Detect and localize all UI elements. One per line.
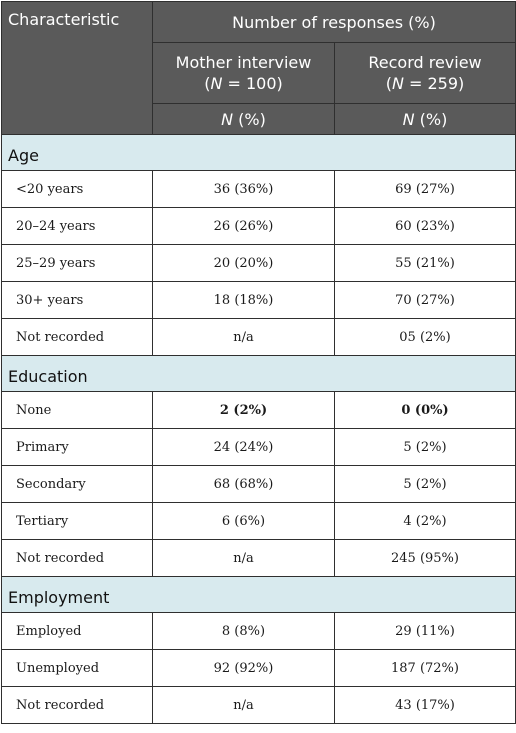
record-value: 0 (0%): [334, 391, 516, 429]
mother-value: 18 (18%): [152, 281, 335, 319]
mother-value: 92 (92%): [152, 649, 335, 687]
record-n-pct-letter: N: [402, 109, 415, 129]
mother-value: n/a: [152, 318, 335, 356]
section-title: Education: [1, 355, 516, 392]
table-row: Not recorded n/a 05 (2%): [1, 318, 516, 356]
table-row: Secondary 68 (68%) 5 (2%): [1, 465, 516, 503]
mother-value: 6 (6%): [152, 502, 335, 540]
mother-n-pct-letter: N: [221, 109, 234, 129]
mother-value: 68 (68%): [152, 465, 335, 503]
row-label: 30+ years: [1, 281, 153, 319]
mother-n-value: = 100): [222, 74, 283, 93]
record-n-value: = 259): [403, 74, 465, 93]
record-value: 05 (2%): [334, 318, 516, 356]
record-value: 245 (95%): [334, 539, 516, 577]
mother-n-letter: N: [210, 74, 223, 93]
record-value: 5 (2%): [334, 465, 516, 503]
row-label: Employed: [1, 612, 153, 650]
table-row: Not recorded n/a 245 (95%): [1, 539, 516, 577]
record-value: 70 (27%): [334, 281, 516, 319]
table-row: Primary 24 (24%) 5 (2%): [1, 428, 516, 466]
mother-value: n/a: [152, 539, 335, 577]
row-label: 25–29 years: [1, 244, 153, 282]
table-row: 25–29 years 20 (20%) 55 (21%): [1, 244, 516, 282]
row-label: Secondary: [1, 465, 153, 503]
record-value: 55 (21%): [334, 244, 516, 282]
row-label: 20–24 years: [1, 207, 153, 245]
mother-value: 8 (8%): [152, 612, 335, 650]
record-value: 5 (2%): [334, 428, 516, 466]
mother-value: 2 (2%): [152, 391, 335, 429]
section-title: Employment: [1, 576, 516, 613]
row-label: Unemployed: [1, 649, 153, 687]
section-employment: Employment: [1, 576, 516, 613]
record-value: 29 (11%): [334, 612, 516, 650]
table-row: 20–24 years 26 (26%) 60 (23%): [1, 207, 516, 245]
record-n-pct-header: N (%): [334, 103, 516, 135]
record-n-letter: N: [391, 74, 404, 93]
mother-value: 36 (36%): [152, 170, 335, 208]
section-age: Age: [1, 134, 516, 171]
table-row: None 2 (2%) 0 (0%): [1, 391, 516, 429]
row-label: None: [1, 391, 153, 429]
row-label: Tertiary: [1, 502, 153, 540]
record-value: 4 (2%): [334, 502, 516, 540]
mother-value: 24 (24%): [152, 428, 335, 466]
number-of-responses-header: Number of responses (%): [152, 1, 516, 43]
table-row: Unemployed 92 (92%) 187 (72%): [1, 649, 516, 687]
record-review-header: Record review (N = 259): [334, 42, 516, 104]
mother-n-open: (: [204, 74, 211, 93]
record-value: 60 (23%): [334, 207, 516, 245]
row-label: Primary: [1, 428, 153, 466]
row-label: Not recorded: [1, 686, 153, 724]
mother-value: 20 (20%): [152, 244, 335, 282]
record-value: 187 (72%): [334, 649, 516, 687]
row-label: Not recorded: [1, 318, 153, 356]
record-n-open: (: [385, 74, 392, 93]
mother-interview-label: Mother interview: [175, 53, 312, 72]
record-review-label: Record review: [368, 53, 482, 72]
table-row: Not recorded n/a 43 (17%): [1, 686, 516, 724]
record-value: 69 (27%): [334, 170, 516, 208]
mother-value: n/a: [152, 686, 335, 724]
record-n-pct-suffix: (%): [414, 109, 448, 129]
record-value: 43 (17%): [334, 686, 516, 724]
characteristic-header-text: Characteristic: [8, 10, 120, 29]
table-row: 30+ years 18 (18%) 70 (27%): [1, 281, 516, 319]
mother-interview-header: Mother interview (N = 100): [152, 42, 335, 104]
mother-n-pct-suffix: (%): [233, 109, 266, 129]
row-label: Not recorded: [1, 539, 153, 577]
table-row: <20 years 36 (36%) 69 (27%): [1, 170, 516, 208]
mother-n-pct-header: N (%): [152, 103, 335, 135]
table-row: Tertiary 6 (6%) 4 (2%): [1, 502, 516, 540]
section-title: Age: [1, 134, 516, 171]
section-education: Education: [1, 355, 516, 392]
characteristic-header: Characteristic: [1, 1, 153, 135]
table-row: Employed 8 (8%) 29 (11%): [1, 612, 516, 650]
mother-value: 26 (26%): [152, 207, 335, 245]
row-label: <20 years: [1, 170, 153, 208]
